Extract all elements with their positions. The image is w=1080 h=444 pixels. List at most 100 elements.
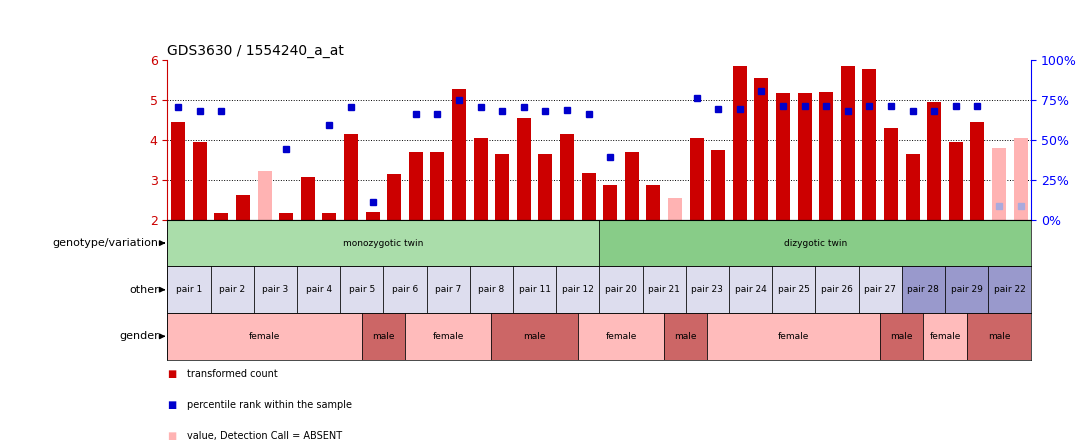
Bar [991, 148, 1005, 220]
Bar [193, 142, 207, 220]
Bar [880, 313, 923, 360]
Text: pair 6: pair 6 [392, 285, 418, 294]
Text: female: female [248, 332, 281, 341]
Bar [646, 185, 660, 220]
Bar [927, 102, 941, 220]
Text: male: male [891, 332, 913, 341]
Bar [582, 173, 596, 220]
Bar [215, 213, 229, 220]
Text: male: male [675, 332, 697, 341]
Bar [365, 212, 380, 220]
Bar [362, 313, 405, 360]
Text: pair 7: pair 7 [435, 285, 461, 294]
Bar [513, 266, 556, 313]
Text: pair 29: pair 29 [950, 285, 983, 294]
Bar [538, 154, 552, 220]
Bar [732, 66, 747, 220]
Bar [257, 171, 272, 220]
Text: female: female [778, 332, 810, 341]
Bar [491, 313, 578, 360]
Text: pair 12: pair 12 [562, 285, 594, 294]
Bar [561, 134, 575, 220]
Text: pair 23: pair 23 [691, 285, 724, 294]
Bar [453, 89, 467, 220]
Bar [970, 122, 984, 220]
Text: ■: ■ [167, 400, 177, 410]
Text: percentile rank within the sample: percentile rank within the sample [187, 400, 352, 410]
Bar [495, 154, 510, 220]
Text: pair 1: pair 1 [176, 285, 202, 294]
Bar [470, 266, 513, 313]
Bar [772, 266, 815, 313]
Bar [643, 266, 686, 313]
Text: ■: ■ [167, 369, 177, 379]
Bar [948, 142, 962, 220]
Text: pair 24: pair 24 [734, 285, 767, 294]
Text: male: male [373, 332, 394, 341]
Bar [599, 266, 643, 313]
Text: transformed count: transformed count [187, 369, 278, 379]
Bar [905, 154, 919, 220]
Text: gender: gender [119, 331, 159, 341]
Bar [388, 174, 402, 220]
Bar [171, 122, 186, 220]
Text: male: male [988, 332, 1010, 341]
Text: male: male [524, 332, 545, 341]
Text: pair 3: pair 3 [262, 285, 288, 294]
Bar [167, 313, 362, 360]
Bar [430, 152, 445, 220]
Text: pair 4: pair 4 [306, 285, 332, 294]
Bar [754, 78, 769, 220]
Bar [686, 266, 729, 313]
Bar [712, 150, 726, 220]
Bar [902, 266, 945, 313]
Text: pair 22: pair 22 [994, 285, 1026, 294]
Bar [474, 138, 488, 220]
Text: dizygotic twin: dizygotic twin [784, 238, 847, 248]
Text: pair 5: pair 5 [349, 285, 375, 294]
Bar [945, 266, 988, 313]
Bar [819, 92, 834, 220]
Text: pair 8: pair 8 [478, 285, 504, 294]
Bar [427, 266, 470, 313]
Bar [516, 118, 530, 220]
Text: pair 2: pair 2 [219, 285, 245, 294]
Text: pair 28: pair 28 [907, 285, 940, 294]
Bar [167, 220, 599, 266]
Text: female: female [432, 332, 464, 341]
Bar [405, 313, 491, 360]
Bar [578, 313, 664, 360]
Bar [340, 266, 383, 313]
Text: pair 20: pair 20 [605, 285, 637, 294]
Bar [167, 266, 211, 313]
Bar [624, 152, 638, 220]
Bar [408, 152, 423, 220]
Bar [297, 266, 340, 313]
Text: ■: ■ [167, 431, 177, 441]
Bar [862, 69, 877, 220]
Bar [967, 313, 1031, 360]
Text: GDS3630 / 1554240_a_at: GDS3630 / 1554240_a_at [167, 44, 345, 58]
Text: female: female [929, 332, 961, 341]
Text: pair 21: pair 21 [648, 285, 680, 294]
Bar [279, 213, 294, 220]
Bar [729, 266, 772, 313]
Text: pair 27: pair 27 [864, 285, 896, 294]
Bar [988, 266, 1031, 313]
Bar [840, 66, 855, 220]
Bar [599, 220, 1031, 266]
Bar [883, 128, 897, 220]
Bar [815, 266, 859, 313]
Text: pair 11: pair 11 [518, 285, 551, 294]
Bar [211, 266, 254, 313]
Text: value, Detection Call = ABSENT: value, Detection Call = ABSENT [187, 431, 342, 441]
Bar [343, 134, 359, 220]
Text: monozygotic twin: monozygotic twin [343, 238, 423, 248]
Bar [667, 198, 683, 220]
Bar [923, 313, 967, 360]
Text: genotype/variation: genotype/variation [53, 238, 159, 248]
Bar [322, 213, 337, 220]
Bar [707, 313, 880, 360]
Bar [254, 266, 297, 313]
Bar [237, 195, 251, 220]
